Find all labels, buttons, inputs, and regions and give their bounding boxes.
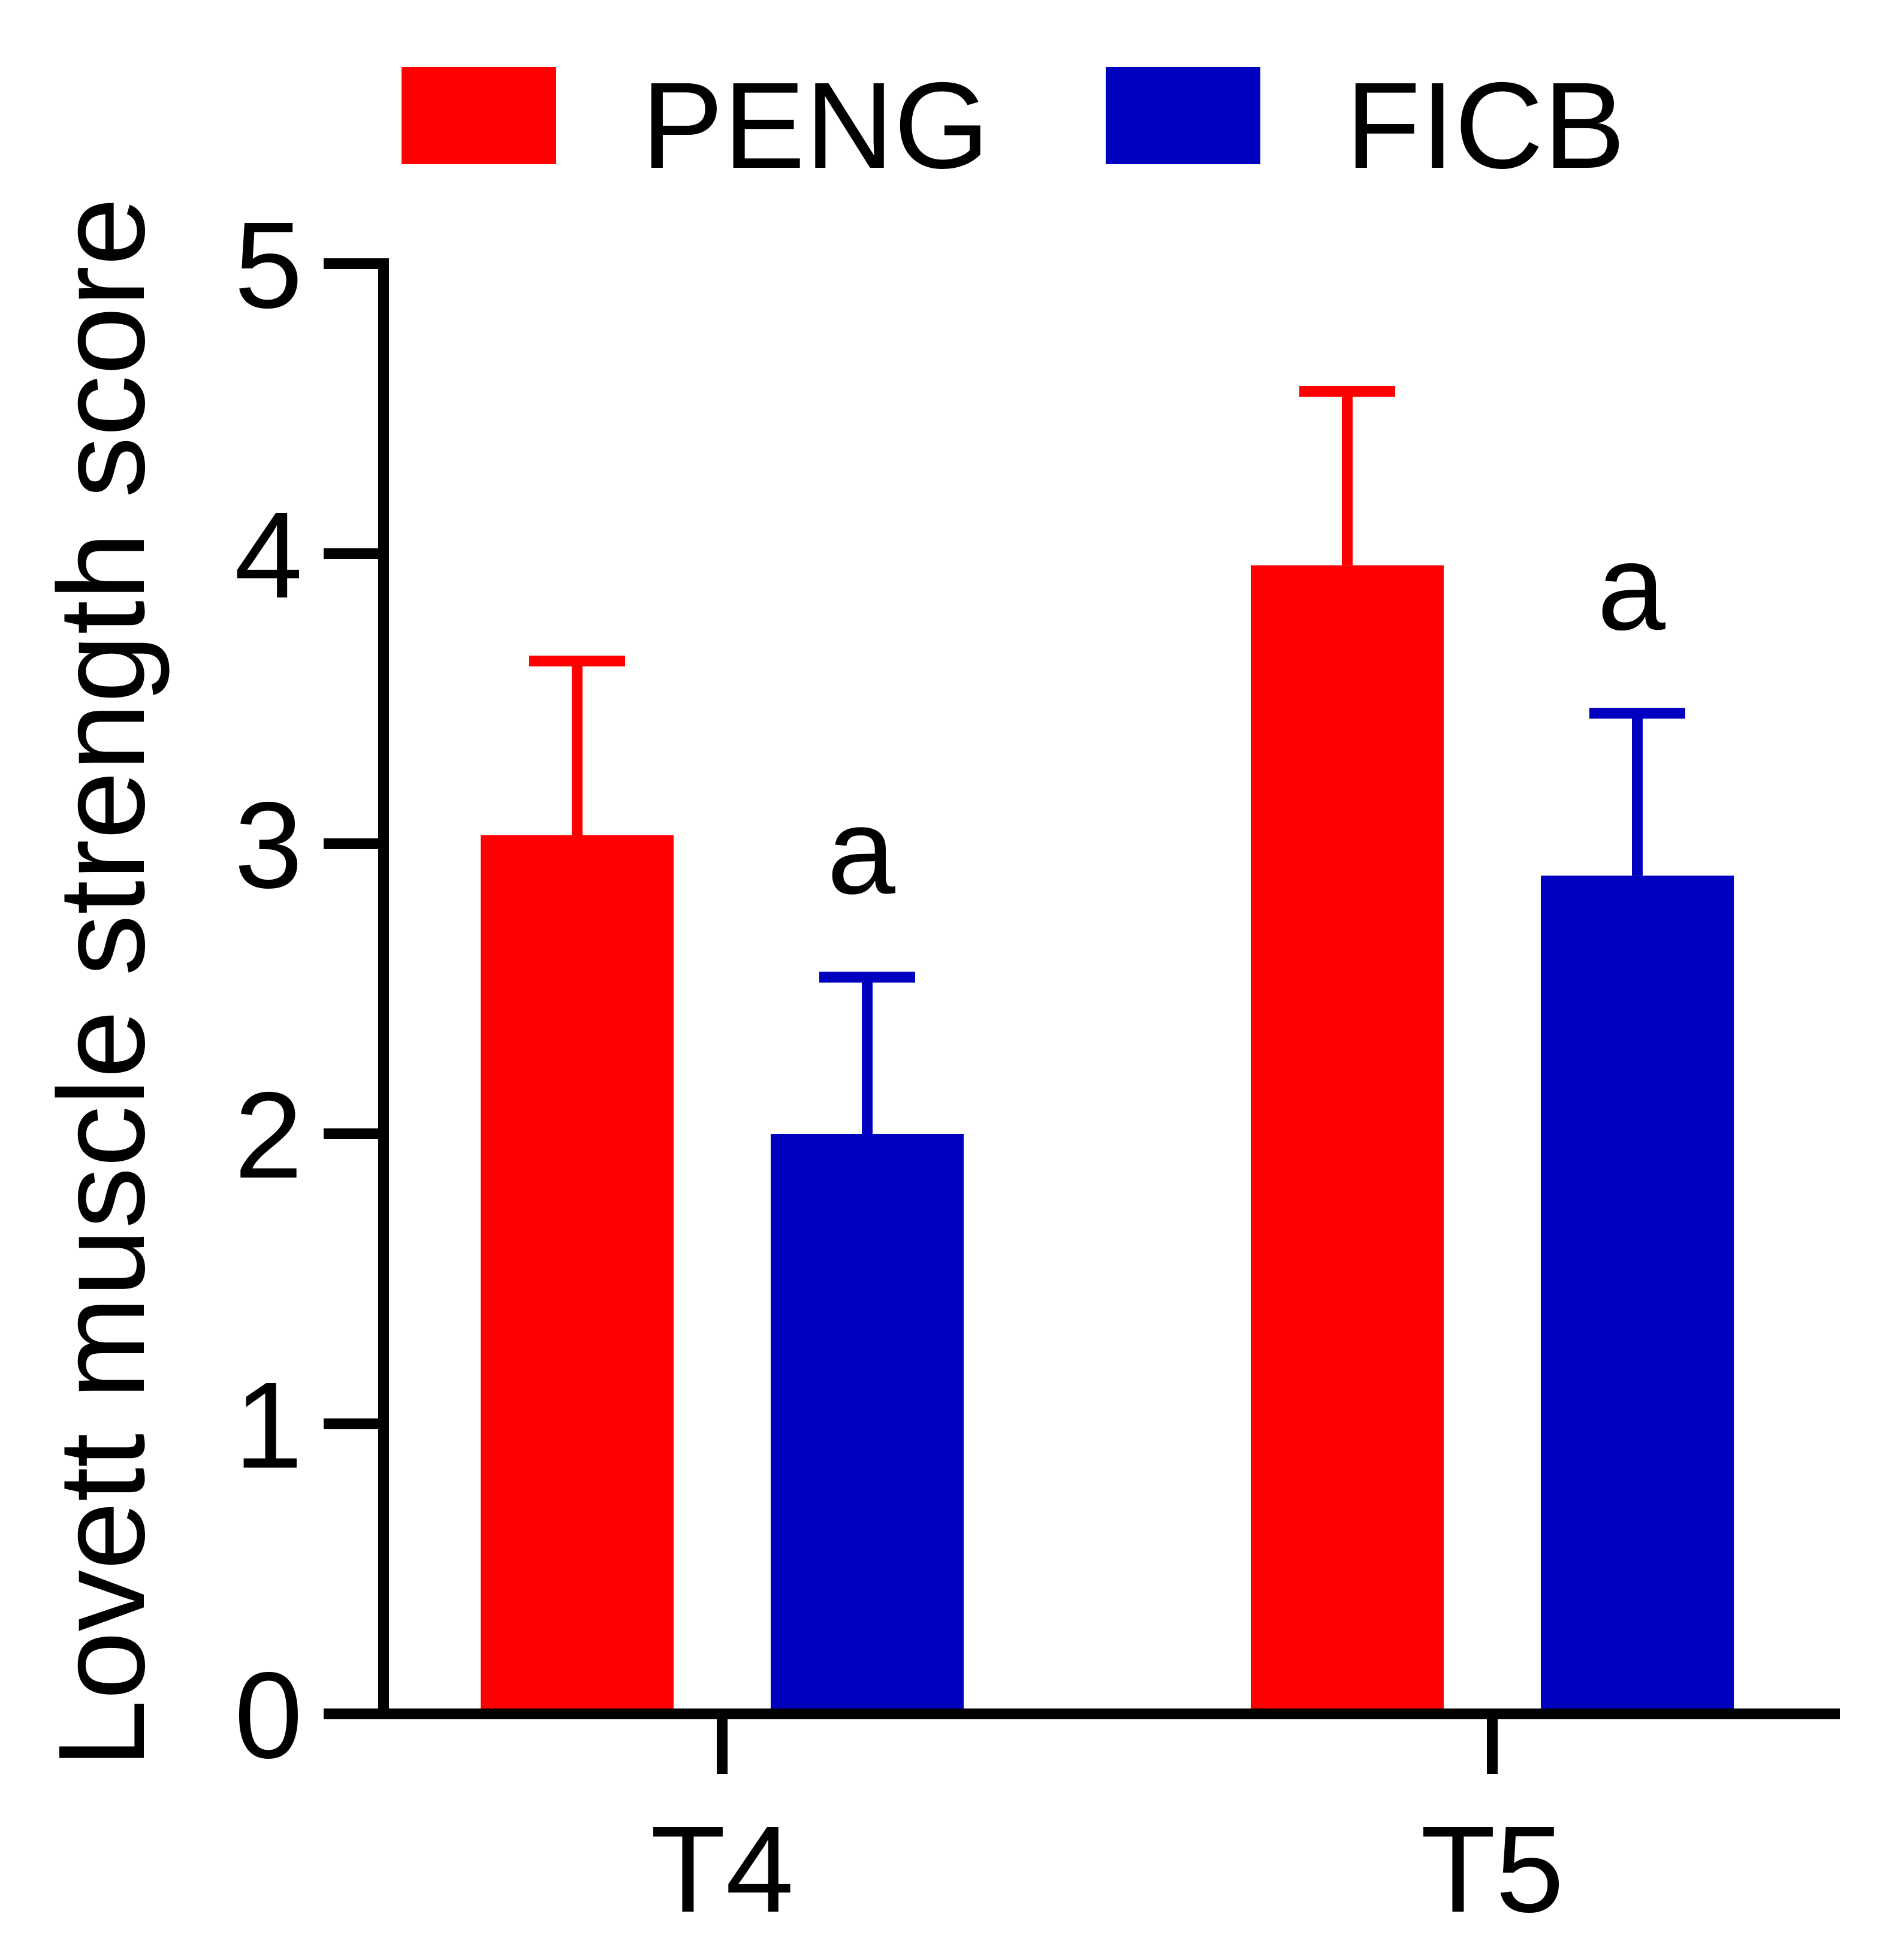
x-tick-label: T4: [650, 1801, 793, 1938]
legend-label: PENG: [641, 57, 989, 194]
legend-label: FICB: [1345, 57, 1625, 194]
y-tick-label: 1: [234, 1357, 303, 1494]
x-tick-label: T5: [1420, 1801, 1564, 1938]
bars: aa: [481, 385, 1734, 1708]
significance-label: a: [827, 783, 896, 920]
bar: [1541, 876, 1734, 1708]
y-tick-label: 3: [234, 777, 303, 914]
bar: [481, 835, 674, 1708]
y-axis: 0 1 2 3 4 5: [234, 197, 389, 1784]
legend-swatch: [402, 67, 556, 164]
y-tick-label: 2: [234, 1067, 303, 1204]
y-tick-label: 5: [234, 197, 303, 334]
bar: [1251, 565, 1444, 1708]
significance-label: a: [1597, 518, 1666, 656]
legend-swatch: [1106, 67, 1260, 164]
bar: [771, 1134, 964, 1708]
x-axis: T4 T5: [324, 1708, 1840, 1938]
y-axis-title: Lovett muscle strength score: [33, 198, 170, 1768]
legend: PENG FICB: [402, 57, 1625, 194]
y-tick-label: 0: [234, 1647, 303, 1784]
y-tick-label: 4: [234, 487, 303, 624]
